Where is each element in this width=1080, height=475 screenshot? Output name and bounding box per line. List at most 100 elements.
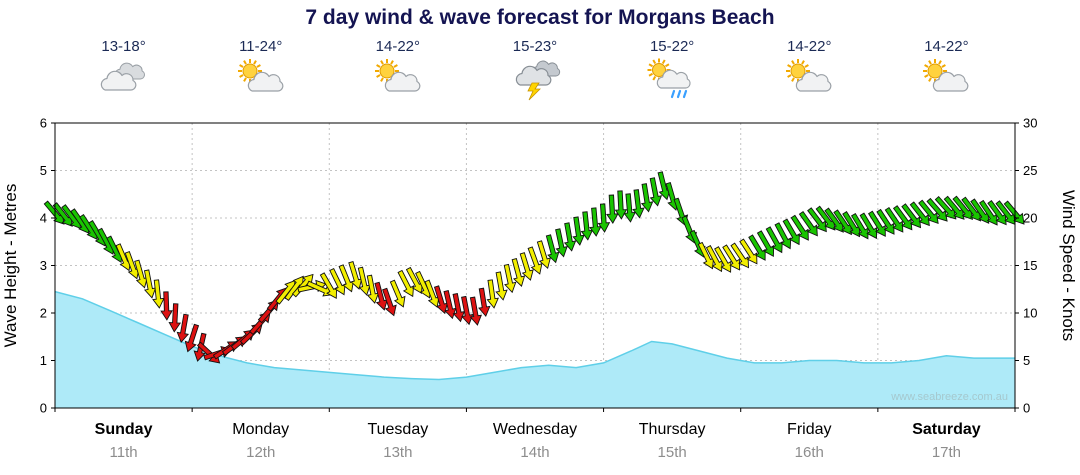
- wind-arrow: [798, 210, 818, 237]
- left-tick-label: 2: [40, 306, 47, 321]
- day-temperature: 15-22°: [649, 38, 695, 55]
- wind-arrow: [503, 263, 517, 294]
- wind-arrow: [756, 230, 775, 257]
- day-name-label: Tuesday: [367, 421, 428, 438]
- wind-arrow: [926, 197, 948, 222]
- page-title: 7 day wind & wave forecast for Morgans B…: [305, 6, 775, 29]
- weather-thunderstorm-icon: [515, 60, 561, 101]
- day-name-label: Wednesday: [493, 421, 577, 438]
- wind-arrow: [632, 189, 645, 219]
- wind-arrow: [389, 279, 406, 308]
- day-date-label: 16th: [795, 444, 824, 461]
- wind-arrow: [160, 291, 173, 321]
- wind-arrow: [519, 252, 534, 281]
- right-tick-label: 30: [1023, 116, 1037, 131]
- left-tick-label: 1: [40, 353, 47, 368]
- day-header: 15-23°: [466, 38, 603, 101]
- weather-partly-cloudy-icon: [786, 59, 832, 92]
- wind-arrow: [469, 296, 482, 326]
- day-name-label: Sunday: [95, 421, 153, 438]
- day-date-label: 14th: [520, 444, 549, 461]
- weather-partly-cloudy-icon: [374, 59, 421, 92]
- wind-arrow: [536, 240, 551, 270]
- wind-arrow: [614, 190, 628, 220]
- wind-arrow: [452, 293, 465, 323]
- wind-arrow: [909, 201, 930, 227]
- weather-sun-shower-icon: [647, 58, 691, 99]
- wind-arrow: [807, 207, 827, 233]
- day-temperature: 13-18°: [101, 38, 146, 55]
- wind-arrow: [555, 228, 568, 258]
- day-headers-row: 13-18° 11-24° 14-22° 15-23° 15-22° 14-22° 14-2…: [55, 38, 1015, 101]
- wind-arrow: [563, 222, 577, 252]
- left-tick-label: 4: [40, 211, 47, 226]
- wind-arrow: [623, 193, 636, 223]
- day-name-label: Thursday: [639, 421, 706, 438]
- wind-arrow: [152, 279, 165, 309]
- wind-arrows: [43, 171, 1025, 364]
- right-tick-label: 0: [1023, 401, 1030, 416]
- wind-arrow: [572, 216, 585, 246]
- wind-arrow: [722, 244, 740, 271]
- right-tick-label: 10: [1023, 306, 1037, 321]
- wind-arrow: [1003, 200, 1025, 225]
- weather-partly-cloudy-icon: [237, 59, 284, 92]
- wind-arrow: [168, 303, 182, 333]
- right-tick-label: 5: [1023, 353, 1030, 368]
- wind-arrow: [876, 208, 895, 235]
- wind-arrow: [774, 222, 792, 250]
- right-axis-title: Wind Speed - Knots: [1059, 190, 1078, 341]
- wind-arrow: [884, 206, 904, 233]
- axis-ticks: 0 1 2 3 4 5 6 0 5 10 15 20 25 30: [40, 116, 1038, 416]
- day-labels: Sunday 11th Monday 12th Tuesday 13th Wednesday…: [95, 421, 981, 461]
- left-tick-label: 5: [40, 163, 47, 178]
- day-date-label: 13th: [383, 444, 412, 461]
- wind-arrow: [397, 269, 415, 298]
- wind-arrow: [606, 194, 619, 224]
- left-tick-label: 3: [40, 258, 47, 273]
- wind-arrow: [918, 199, 939, 225]
- day-temperature: 14-22°: [924, 38, 969, 55]
- day-temperature: 14-22°: [375, 38, 421, 55]
- right-tick-label: 25: [1023, 163, 1037, 178]
- right-tick-label: 20: [1023, 211, 1037, 226]
- weather-partly-cloudy-icon: [923, 59, 969, 92]
- wind-arrow: [901, 203, 922, 229]
- wind-arrow: [478, 287, 491, 317]
- wind-arrow: [765, 226, 783, 254]
- left-tick-label: 6: [40, 116, 47, 131]
- wind-arrow: [382, 287, 397, 317]
- wind-arrow: [597, 203, 611, 233]
- wind-arrow: [790, 214, 809, 241]
- wind-arrow: [649, 177, 663, 207]
- wind-arrow: [714, 246, 732, 273]
- day-date-label: 17th: [932, 444, 961, 461]
- day-temperature: 15-23°: [512, 38, 558, 55]
- day-name-label: Monday: [232, 421, 289, 438]
- day-header: 13-18°: [55, 38, 192, 101]
- wind-arrow: [748, 234, 766, 261]
- wind-arrow: [443, 290, 457, 320]
- day-temperature: 11-24°: [239, 38, 283, 55]
- wind-arrow: [739, 238, 758, 265]
- wind-arrow: [730, 242, 750, 269]
- wind-arrow: [486, 279, 499, 309]
- wind-arrow: [511, 257, 526, 287]
- wind-arrow: [184, 323, 200, 353]
- left-tick-label: 0: [40, 401, 47, 416]
- wind-arrow: [859, 212, 878, 240]
- day-header: 14-22°: [878, 38, 1015, 101]
- wave-height-area: [55, 291, 1015, 408]
- wind-arrow: [782, 218, 800, 246]
- day-header: 15-22°: [604, 38, 741, 101]
- wind-arrow: [640, 183, 654, 213]
- wind-arrow: [461, 295, 474, 326]
- day-name-label: Saturday: [912, 421, 981, 438]
- day-header: 14-22°: [329, 38, 466, 101]
- wind-arrow: [867, 210, 886, 237]
- left-axis-title: Wave Height - Metres: [1, 184, 20, 348]
- day-header: 11-24°: [192, 38, 329, 101]
- watermark: www.seabreeze.com.au: [890, 391, 1008, 403]
